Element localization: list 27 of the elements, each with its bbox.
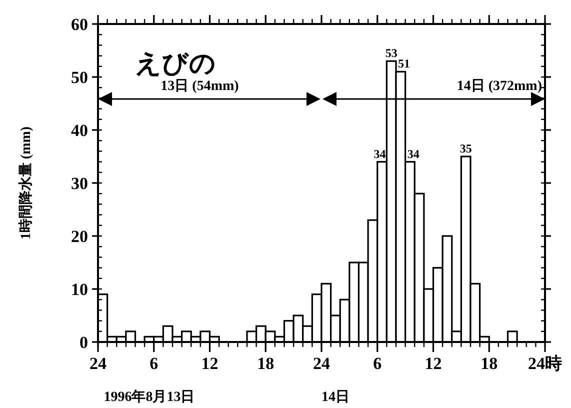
y-tick-label: 40 [71, 121, 88, 140]
text: えびの [135, 49, 216, 78]
y-tick-label: 10 [71, 280, 88, 299]
data-label: 35 [460, 142, 472, 156]
data-label: 51 [398, 56, 410, 71]
data-label: 53 [385, 46, 398, 60]
x-tick-label: 24 [313, 354, 330, 373]
y-tick-label: 0 [80, 333, 88, 352]
data-label: 34 [407, 146, 420, 161]
y-tick-label: 20 [71, 227, 88, 246]
y-tick-label: 50 [71, 68, 88, 87]
text: 1996年8月13日 [104, 389, 195, 405]
x-tick-label: 12 [201, 354, 218, 373]
x-tick-label: 6 [150, 354, 158, 373]
x-tick-label: 24 [90, 354, 107, 373]
x-tick-label: 6 [373, 354, 382, 373]
x-tick-label: 18 [480, 354, 498, 373]
x-tick-label: 18 [257, 354, 274, 373]
annotation: 13日 (54mm) [160, 79, 240, 94]
y-tick-label: 60 [71, 15, 88, 34]
x-tick-label: 12 [424, 354, 442, 373]
y-axis-title: 1時間降水量 (mm) [18, 126, 34, 240]
x-tick-label: 24時 [528, 354, 562, 373]
text: 14日 [321, 390, 350, 405]
data-label: 34 [374, 146, 386, 161]
annotation: 14日 (372mm) [456, 79, 542, 94]
y-tick-label: 30 [71, 174, 88, 193]
